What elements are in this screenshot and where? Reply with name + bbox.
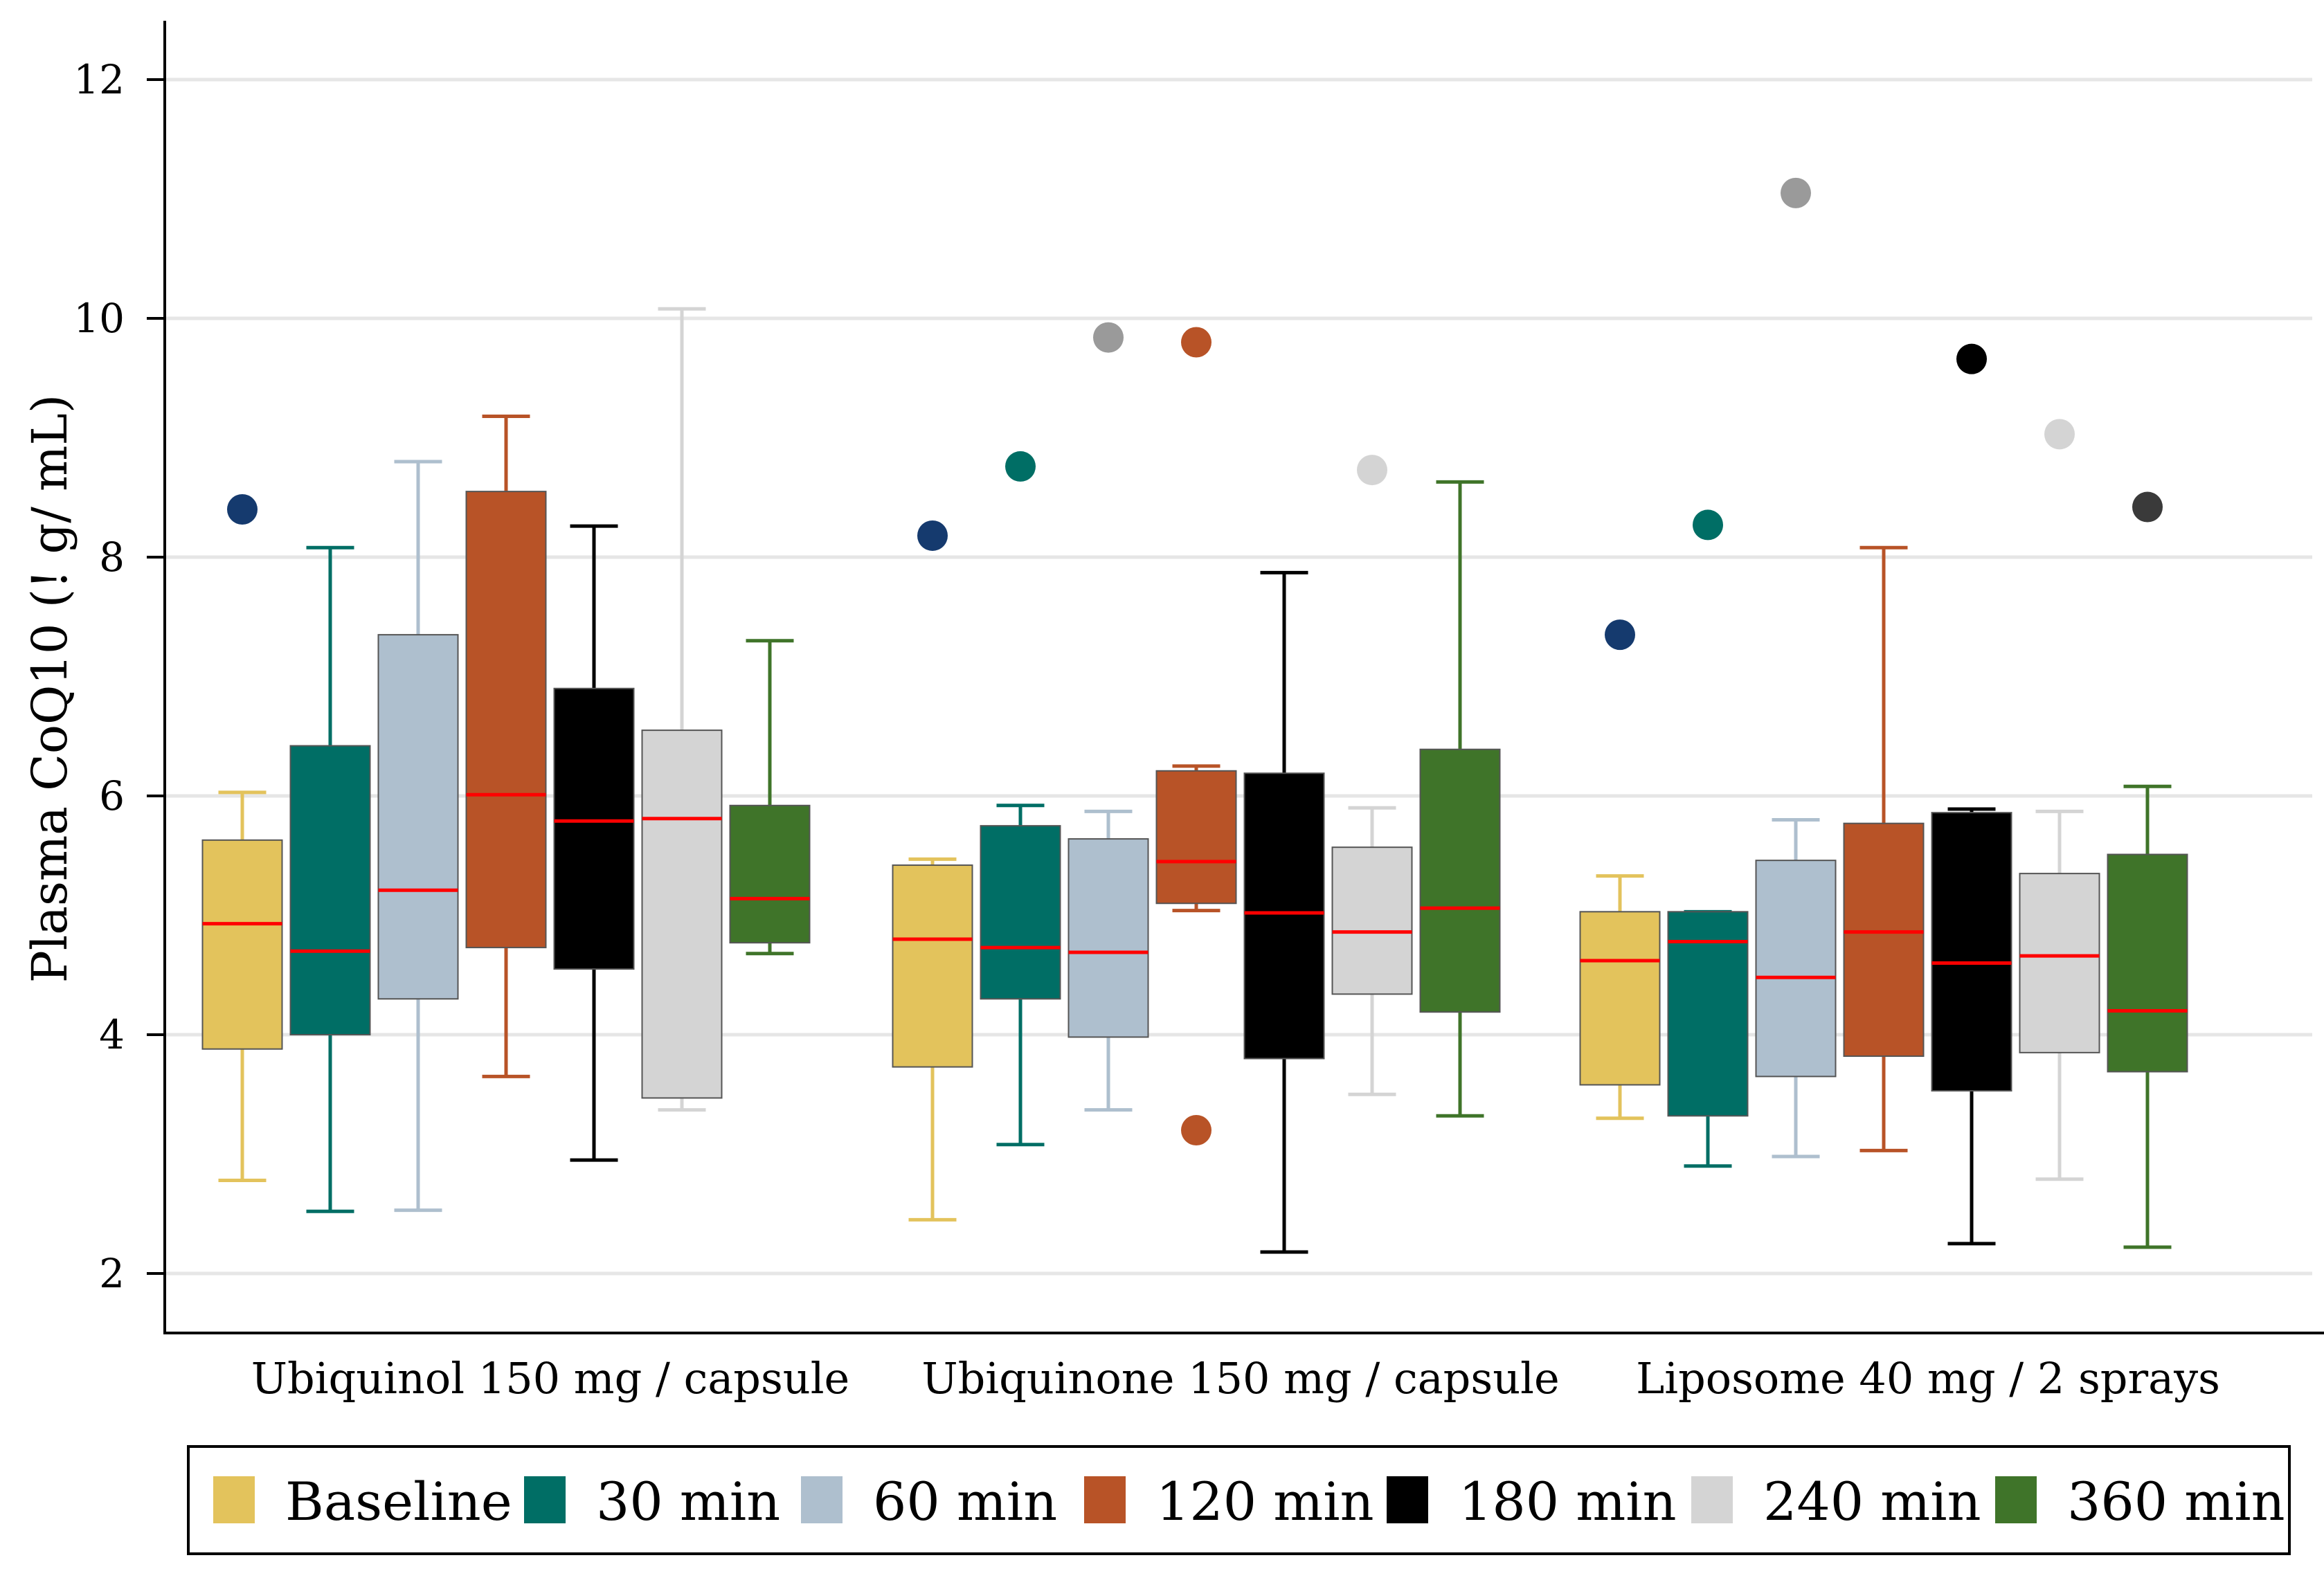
boxplot-6-1 (1419, 480, 1501, 1118)
x-category-label: Ubiquinol 150 mg / capsule (251, 1353, 850, 1404)
box-iqr (1331, 846, 1413, 995)
legend-label: 30 min (596, 1471, 780, 1532)
box-iqr (465, 491, 547, 949)
boxplot-3-2 (1843, 545, 1925, 1152)
outlier-point (1956, 343, 1987, 374)
boxplot-5-0 (641, 307, 723, 1112)
box-iqr (2019, 873, 2100, 1053)
legend-label: 240 min (1763, 1471, 1981, 1532)
box-iqr (1843, 822, 1925, 1058)
boxplot-4-2 (1931, 343, 2012, 1246)
boxplot-5-2 (2019, 419, 2100, 1181)
box-iqr (201, 839, 283, 1050)
boxplots (201, 177, 2188, 1254)
box-iqr (1068, 838, 1149, 1038)
legend-label: 120 min (1156, 1471, 1374, 1532)
boxplot-1-2 (1667, 509, 1749, 1168)
boxplot-0-0 (201, 494, 283, 1182)
y-tick-label: 4 (99, 1011, 125, 1058)
boxplot-1-0 (289, 545, 371, 1213)
boxplot-2-2 (1755, 177, 1837, 1159)
outlier-point (1357, 455, 1387, 486)
x-category-label: Liposome 40 mg / 2 sprays (1636, 1353, 2220, 1404)
outlier-point (1605, 619, 1635, 651)
boxplot-3-0 (465, 414, 547, 1078)
x-category-label: Ubiquinone 150 mg / capsule (921, 1353, 1559, 1404)
boxplot-0-2 (1579, 619, 1661, 1121)
legend-swatch (1995, 1476, 2037, 1523)
legend: Baseline 30 min 60 min 120 min 180 min 240 mi… (187, 1445, 2291, 1555)
box-iqr (377, 634, 459, 1000)
legend-swatch (1691, 1476, 1733, 1523)
legend-label: 360 min (2067, 1471, 2285, 1532)
y-tick-label: 2 (99, 1250, 125, 1297)
box-iqr (1755, 860, 1837, 1078)
box-iqr (1579, 911, 1661, 1086)
x-category-labels: Ubiquinol 150 mg / capsule Ubiquinone 150… (251, 1353, 2220, 1404)
y-tick-label: 10 (73, 295, 125, 342)
boxplot-1-1 (980, 451, 1061, 1147)
y-tick-label: 6 (99, 772, 125, 819)
boxplot-4-0 (553, 524, 635, 1162)
outlier-point (2132, 491, 2163, 523)
boxplot-5-1 (1331, 455, 1413, 1096)
legend-label: Baseline (285, 1471, 512, 1532)
legend-label: 60 min (873, 1471, 1057, 1532)
outlier-point (1005, 451, 1036, 482)
boxplot-6-2 (2107, 491, 2188, 1249)
axes (163, 21, 2324, 1334)
box-iqr (1419, 748, 1501, 1013)
box-iqr (1667, 911, 1749, 1117)
box-iqr (1155, 770, 1237, 905)
box-iqr (553, 687, 635, 970)
y-ticks: 2 4 6 8 10 12 (73, 56, 165, 1297)
boxplot-6-0 (729, 639, 811, 956)
outlier-point (1181, 1115, 1211, 1145)
legend-swatch (524, 1476, 566, 1523)
boxplot-2-0 (377, 460, 459, 1213)
box-iqr (2107, 853, 2188, 1073)
legend-swatch (213, 1476, 255, 1523)
outlier-point (1781, 177, 1811, 208)
legend-label: 180 min (1459, 1471, 1677, 1532)
y-tick-label: 8 (99, 534, 125, 581)
boxplot-0-1 (892, 520, 973, 1222)
legend-swatch (801, 1476, 843, 1523)
legend-swatch (1387, 1476, 1428, 1523)
outlier-point (2044, 419, 2075, 450)
box-iqr (980, 825, 1061, 1000)
outlier-point (1693, 509, 1723, 541)
boxplot-4-1 (1243, 570, 1325, 1254)
outlier-point (227, 494, 258, 525)
outlier-point (917, 520, 948, 551)
legend-swatch (1084, 1476, 1126, 1523)
box-iqr (729, 804, 811, 944)
box-iqr (1243, 772, 1325, 1060)
boxplot-3-1 (1155, 327, 1237, 1145)
box-iqr (1931, 812, 2012, 1092)
outlier-point (1093, 322, 1124, 353)
outlier-point (1181, 327, 1211, 358)
box-iqr (289, 745, 371, 1036)
y-tick-label: 12 (73, 56, 125, 103)
boxplot-2-1 (1068, 322, 1149, 1112)
box-iqr (892, 864, 973, 1068)
box-iqr (641, 729, 723, 1099)
y-axis-label: Plasma CoQ10 (! g/ mL) (21, 394, 78, 983)
